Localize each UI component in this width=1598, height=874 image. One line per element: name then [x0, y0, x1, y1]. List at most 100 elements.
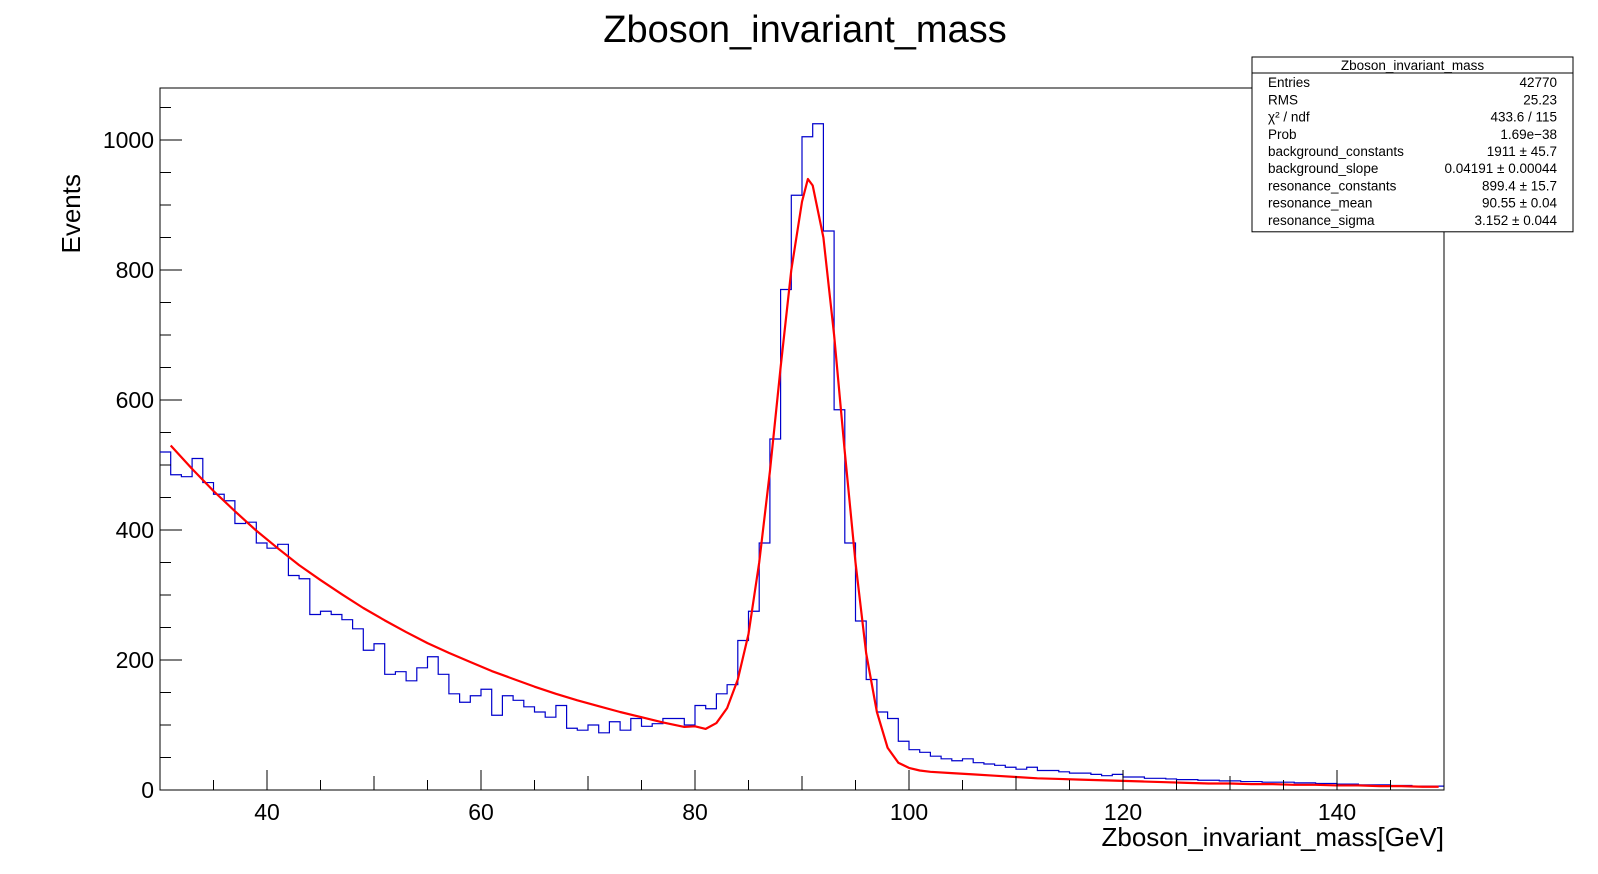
histogram-bin: [973, 763, 984, 790]
histogram-bin: [224, 501, 235, 790]
stats-row-label: Entries: [1268, 75, 1310, 90]
histogram-bin: [438, 674, 449, 790]
histogram-bin: [278, 544, 289, 790]
histogram-bin: [984, 764, 995, 790]
histogram-bin: [727, 685, 738, 790]
x-axis-label: Zboson_invariant_mass[GeV]: [1101, 822, 1444, 852]
histogram-bin: [1209, 780, 1220, 790]
histogram-bin: [684, 725, 695, 790]
fit-curve: [169, 177, 1439, 788]
histogram-bin: [481, 689, 492, 790]
histogram-bin: [1080, 773, 1091, 790]
histogram-bin: [192, 459, 203, 791]
histogram: [160, 123, 1444, 791]
histogram-bin: [331, 615, 342, 791]
histogram-bin: [363, 650, 374, 790]
histogram-bin: [1155, 778, 1166, 790]
stats-row-value: 25.23: [1523, 92, 1557, 107]
histogram-bin: [214, 494, 225, 790]
histogram-bin: [1048, 771, 1059, 791]
histogram-bin: [160, 452, 171, 790]
y-tick-label: 800: [116, 257, 154, 283]
stats-row-label: resonance_sigma: [1268, 213, 1375, 228]
histogram-bin: [267, 548, 278, 790]
histogram-bin: [1177, 780, 1188, 790]
histogram-bin: [1016, 769, 1027, 790]
histogram-bin: [1112, 774, 1123, 790]
y-tick-label: 0: [141, 777, 154, 803]
x-tick-label: 100: [890, 799, 928, 825]
histogram-bin: [813, 124, 824, 790]
histogram-bin: [374, 644, 385, 790]
histogram-bin: [1123, 777, 1134, 790]
histogram-bin: [1134, 777, 1145, 790]
histogram-bin: [353, 629, 364, 790]
stats-row-label: RMS: [1268, 92, 1298, 107]
histogram-bin: [577, 730, 588, 790]
stats-row-value: 42770: [1519, 75, 1557, 90]
histogram-bin: [513, 700, 524, 790]
histogram-bin: [1198, 780, 1209, 790]
stats-row-label: background_slope: [1268, 161, 1378, 176]
histogram-bin: [492, 715, 503, 790]
histogram-outline: [160, 123, 1444, 787]
stats-row-label: χ² / ndf: [1268, 110, 1310, 125]
histogram-bin: [1102, 776, 1113, 790]
histogram-bin: [1251, 782, 1262, 790]
histogram-bin: [642, 726, 653, 790]
histogram-bin: [770, 439, 781, 790]
histogram-bin: [502, 696, 513, 790]
y-tick-label: 400: [116, 517, 154, 543]
histogram-bin: [535, 712, 546, 790]
histogram-bin: [834, 410, 845, 790]
histogram-bin: [395, 672, 406, 790]
histogram-bin: [545, 717, 556, 790]
histogram-bin: [802, 137, 813, 790]
stats-row-value: 0.04191 ± 0.00044: [1444, 161, 1557, 176]
histogram-bin: [599, 733, 610, 790]
histogram-bin: [620, 730, 631, 790]
histogram-bin: [417, 668, 428, 790]
histogram-bin: [706, 709, 717, 790]
histogram-bin: [738, 641, 749, 791]
histogram-bin: [288, 576, 299, 791]
histogram-bin: [941, 759, 952, 790]
stats-row-value: 3.152 ± 0.044: [1475, 213, 1558, 228]
stats-box-border: [1251, 56, 1574, 233]
histogram-bin: [1144, 778, 1155, 790]
histogram-bin: [791, 195, 802, 790]
histogram-bin: [256, 543, 267, 790]
histogram-bin: [556, 706, 567, 791]
histogram-bin: [695, 706, 706, 791]
histogram-bin: [406, 681, 417, 790]
histogram-bin: [1005, 767, 1016, 790]
histogram-bin: [588, 725, 599, 790]
histogram-bin: [299, 579, 310, 790]
histogram-bin: [1284, 782, 1295, 790]
histogram-bin: [385, 674, 396, 790]
histogram-bin: [342, 620, 353, 790]
histogram-bin: [866, 680, 877, 791]
x-tick-label: 80: [682, 799, 708, 825]
histogram-bin: [1059, 772, 1070, 790]
histogram-bin: [1230, 781, 1241, 790]
histogram-bin: [310, 615, 321, 791]
x-tick-label: 120: [1104, 799, 1142, 825]
histogram-bin: [995, 765, 1006, 790]
histogram-bin: [1091, 774, 1102, 790]
histogram-bin: [470, 696, 481, 790]
histogram-bin: [845, 543, 856, 790]
histogram-bin: [449, 694, 460, 790]
histogram-bin: [1070, 773, 1081, 790]
histogram-bin: [631, 719, 642, 791]
histogram-bin: [567, 728, 578, 790]
stats-row-value: 90.55 ± 0.04: [1482, 196, 1557, 211]
stats-row-value: 899.4 ± 15.7: [1482, 178, 1557, 193]
histogram-bin: [759, 543, 770, 790]
y-tick-label: 600: [116, 387, 154, 413]
histogram-bin: [460, 702, 471, 790]
histogram-bin: [674, 719, 685, 791]
histogram-bin: [952, 761, 963, 790]
histogram-bin: [321, 611, 332, 790]
stats-row-value: 1911 ± 45.7: [1487, 144, 1557, 159]
